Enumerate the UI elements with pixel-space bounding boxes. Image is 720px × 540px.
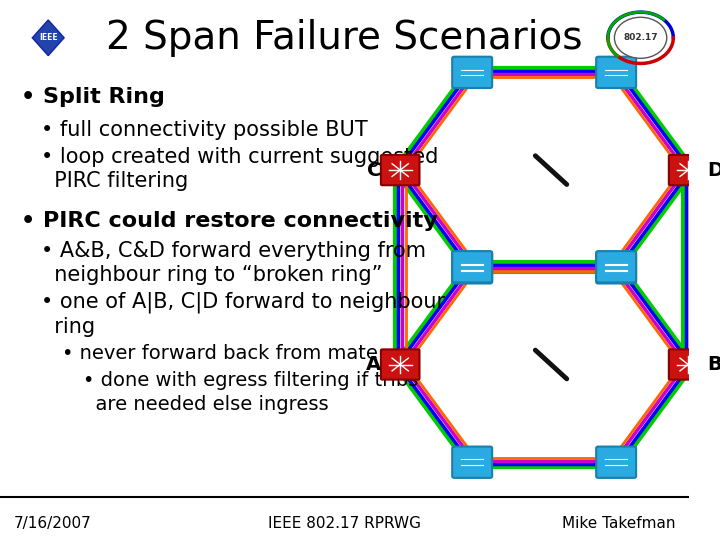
FancyBboxPatch shape [452,57,492,88]
Text: are needed else ingress: are needed else ingress [83,395,328,415]
FancyBboxPatch shape [452,447,492,478]
Text: Mike Takefman: Mike Takefman [562,516,675,531]
Text: ring: ring [41,316,96,337]
Text: IEEE: IEEE [39,33,58,42]
Text: • loop created with current suggested: • loop created with current suggested [41,146,438,167]
FancyBboxPatch shape [596,251,636,282]
Circle shape [614,17,667,58]
FancyBboxPatch shape [596,252,636,284]
FancyBboxPatch shape [381,155,420,185]
FancyBboxPatch shape [596,447,636,478]
Text: • one of A|B, C|D forward to neighbour: • one of A|B, C|D forward to neighbour [41,292,446,313]
Text: PIRC filtering: PIRC filtering [41,171,189,191]
FancyBboxPatch shape [452,252,492,284]
FancyBboxPatch shape [669,155,708,185]
Text: • full connectivity possible BUT: • full connectivity possible BUT [41,119,368,140]
FancyBboxPatch shape [669,349,708,380]
Polygon shape [32,20,64,56]
Text: 7/16/2007: 7/16/2007 [14,516,91,531]
Text: 802.17: 802.17 [624,33,658,42]
Text: • never forward back from mate: • never forward back from mate [62,344,378,363]
Text: IEEE 802.17 RPRWG: IEEE 802.17 RPRWG [268,516,421,531]
Text: B: B [708,355,720,374]
FancyBboxPatch shape [452,251,492,282]
Text: neighbour ring to “broken ring”: neighbour ring to “broken ring” [41,265,383,286]
FancyBboxPatch shape [381,349,420,380]
Text: 2 Span Failure Scenarios: 2 Span Failure Scenarios [106,19,582,57]
Text: D: D [708,160,720,180]
Text: C: C [366,160,381,180]
Text: • PIRC could restore connectivity: • PIRC could restore connectivity [21,211,438,232]
Text: • A&B, C&D forward everything from: • A&B, C&D forward everything from [41,241,426,261]
Text: • done with egress filtering if tribs: • done with egress filtering if tribs [83,371,418,390]
Text: A: A [366,355,381,374]
Text: • Split Ring: • Split Ring [21,87,165,107]
FancyBboxPatch shape [596,57,636,88]
